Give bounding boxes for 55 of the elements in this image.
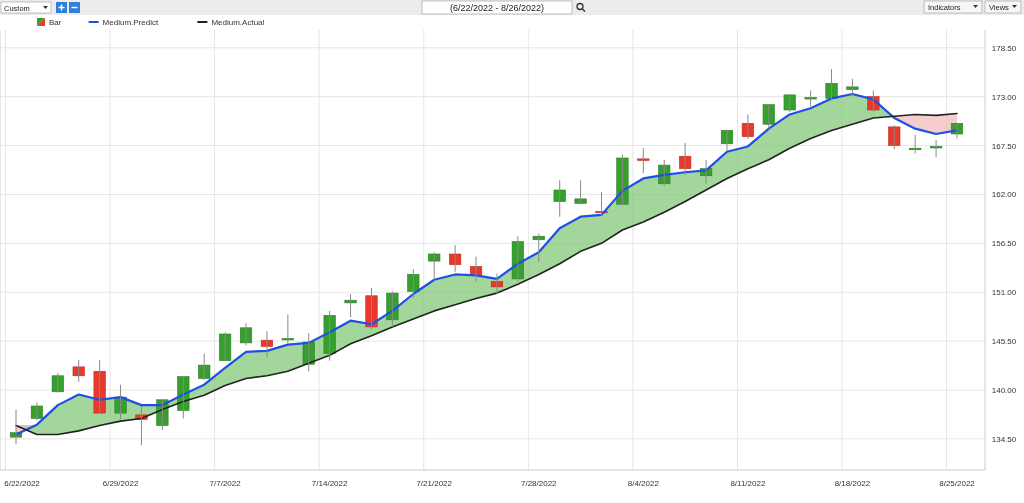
candlestick [930, 139, 943, 158]
candlestick [637, 147, 650, 174]
x-tick-label: 7/28/2022 [520, 479, 558, 488]
candlestick [407, 268, 420, 299]
candlestick [344, 293, 357, 318]
legend-label: Medium.Actual [211, 18, 265, 27]
candlestick [553, 179, 566, 218]
candlestick [72, 359, 85, 383]
x-tick-label: 7/21/2022 [416, 479, 453, 488]
x-tick-label: 7/7/2022 [209, 479, 242, 488]
y-tick-label: 140.00 [991, 386, 1017, 395]
candlestick [302, 332, 315, 372]
x-tick-label: 6/29/2022 [102, 479, 139, 488]
y-tick-label: 178.50 [991, 43, 1017, 53]
x-tick-label: 6/22/2022 [4, 479, 41, 488]
candlestick [658, 159, 671, 187]
chart-title: (6/22/2022 - 8/26/2022) [449, 3, 545, 13]
x-tick-label: 8/18/2022 [834, 479, 871, 488]
candlestick [783, 93, 796, 113]
candlestick [616, 153, 629, 206]
x-tick-label: 8/25/2022 [939, 479, 976, 488]
candlestick [888, 124, 901, 150]
candlestick [428, 251, 441, 282]
y-tick-label: 173.00 [991, 92, 1017, 102]
candlestick [574, 179, 587, 205]
candlestick [281, 313, 294, 345]
x-tick-label: 8/11/2022 [730, 479, 766, 488]
candlestick [909, 134, 922, 155]
candlestick [846, 78, 859, 97]
x-tick-label: 7/14/2022 [311, 479, 349, 488]
candlestick [449, 244, 462, 273]
x-tick-label: 8/4/2022 [627, 479, 660, 488]
candlestick [114, 384, 127, 420]
candlestick [219, 331, 232, 362]
candlestick [804, 89, 817, 107]
legend-label: Bar [49, 18, 62, 27]
y-tick-label: 167.50 [991, 141, 1017, 151]
candlestick [825, 68, 838, 101]
candlestick [679, 142, 692, 176]
y-tick-label: 134.50 [991, 434, 1017, 444]
candlestick [762, 104, 775, 130]
y-tick-label: 156.50 [991, 239, 1017, 249]
y-tick-label: 145.50 [991, 337, 1017, 347]
y-tick-label: 162.00 [991, 190, 1017, 200]
candlestick [51, 372, 64, 394]
candlestick [365, 287, 378, 331]
candlestick [532, 233, 545, 263]
candlestick [741, 113, 754, 140]
candlestick [93, 359, 106, 415]
legend-label: Medium.Predict [102, 18, 159, 27]
candlestick [386, 290, 399, 328]
candlestick [490, 273, 504, 295]
candlestick [323, 310, 336, 362]
candlestick [198, 353, 211, 381]
y-tick-label: 151.00 [991, 288, 1017, 298]
